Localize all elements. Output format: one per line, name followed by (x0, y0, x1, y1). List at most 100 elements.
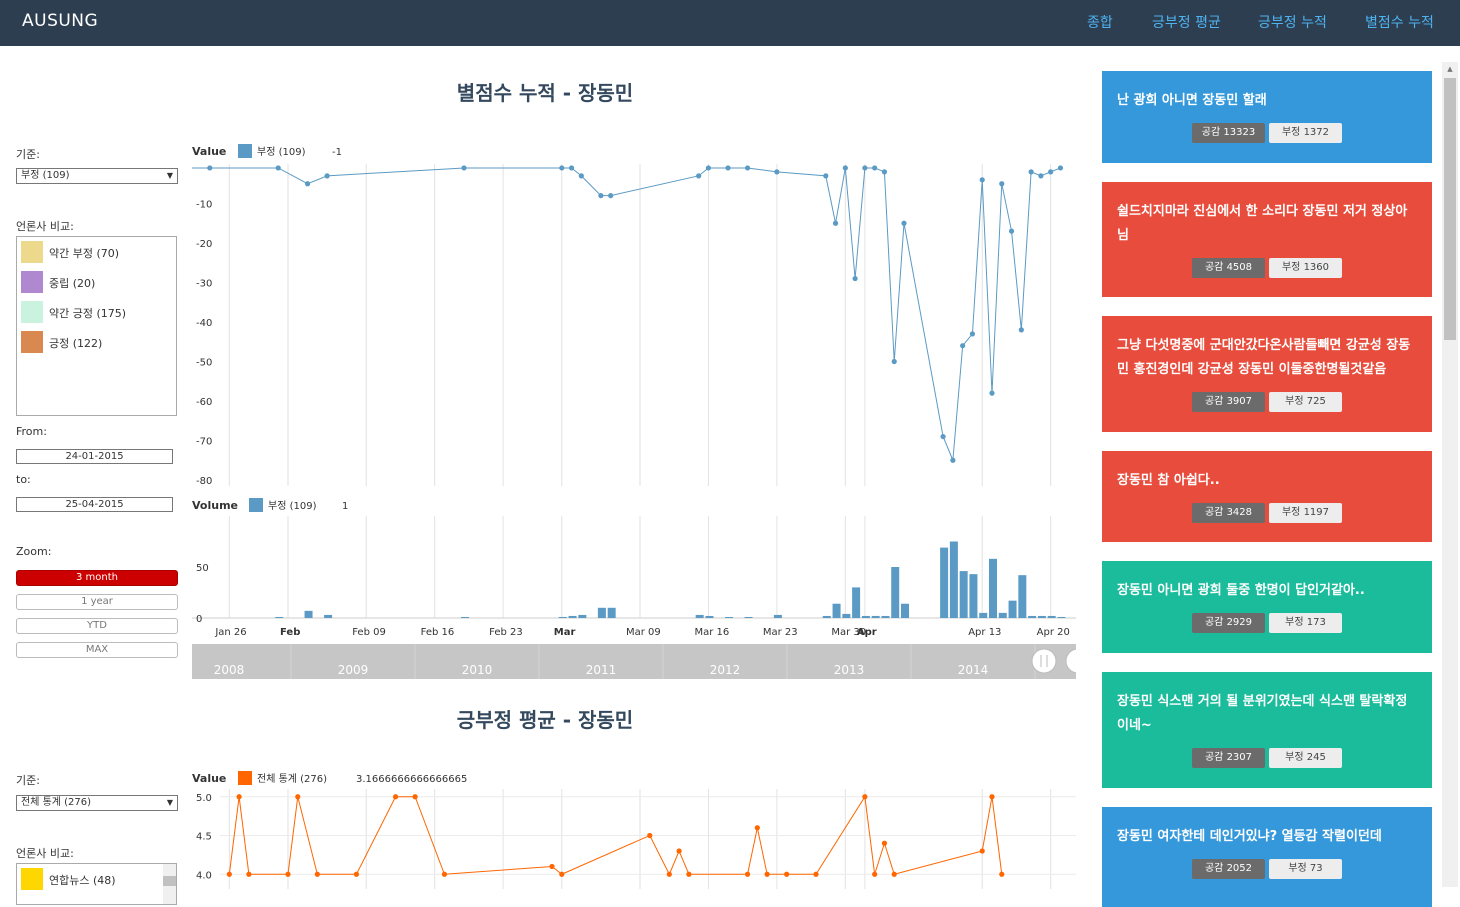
panel1-basis-select[interactable]: 부정 (109) ▼ (16, 168, 178, 184)
avg-point[interactable] (813, 871, 819, 877)
avg-point[interactable] (549, 863, 555, 870)
panel1-compare-list[interactable]: 약간 부정 (70) 중립 (20) 약간 긍정 (175) 긍정 (122) (16, 236, 177, 416)
volume-bar[interactable] (998, 612, 1007, 618)
value-point[interactable] (999, 181, 1005, 187)
volume-bar[interactable] (1018, 575, 1027, 618)
navigator[interactable]: 2008 2009 2010 2011 2012 2013 2014 (192, 644, 1076, 679)
avg-point[interactable] (999, 871, 1005, 877)
avg-point[interactable] (862, 794, 868, 800)
volume-bar[interactable] (275, 616, 284, 618)
value-point[interactable] (969, 331, 976, 337)
volume-bar[interactable] (1047, 615, 1056, 618)
volume-bar[interactable] (1037, 615, 1046, 618)
volume-bar[interactable] (1008, 600, 1017, 618)
volume-bar[interactable] (949, 541, 958, 619)
volume-bar[interactable] (969, 574, 978, 618)
volume-bar[interactable] (871, 615, 880, 618)
listbox-scroll-thumb[interactable] (163, 876, 176, 886)
value-point[interactable] (940, 433, 946, 440)
value-point[interactable] (559, 165, 565, 171)
comment-card[interactable]: 장동민 여자한테 데인거있냐? 열등감 작렬이던데 공감 2052 부정 73 (1102, 807, 1432, 907)
scroll-up-icon[interactable]: ▲ (1447, 65, 1453, 73)
like-count-badge[interactable]: 공감 2052 (1192, 859, 1265, 879)
negative-count-badge[interactable]: 부정 1197 (1269, 503, 1342, 523)
avg-point[interactable] (891, 871, 897, 877)
avg-legend-series[interactable]: 전체 통계 (276) (257, 773, 327, 785)
value-point[interactable] (275, 165, 281, 171)
like-count-badge[interactable]: 공감 3428 (1192, 503, 1265, 523)
value-point[interactable] (744, 165, 751, 171)
volume-bar[interactable] (324, 614, 333, 618)
avg-point[interactable] (353, 871, 360, 877)
volume-bar[interactable] (979, 612, 988, 618)
value-point[interactable] (823, 173, 829, 179)
volume-bar[interactable] (822, 615, 831, 618)
value-point[interactable] (304, 181, 311, 187)
volume-bar[interactable] (832, 603, 841, 618)
nav-link-star-cumulative[interactable]: 별점수 누적 (1365, 15, 1434, 31)
volume-bar[interactable] (891, 567, 900, 618)
value-point[interactable] (901, 220, 907, 226)
avg-point[interactable] (236, 794, 242, 800)
panel2-compare-list[interactable]: 연합뉴스 (48) (16, 863, 177, 905)
value-point[interactable] (881, 169, 888, 175)
listbox-scrollbar[interactable] (163, 864, 176, 904)
volume-bar[interactable] (881, 615, 890, 618)
value-legend-series[interactable]: 부정 (109) (257, 146, 306, 158)
value-point[interactable] (989, 390, 995, 396)
negative-count-badge[interactable]: 부정 725 (1269, 392, 1342, 412)
avg-point[interactable] (686, 871, 692, 877)
comment-card[interactable]: 난 광희 아니면 장동민 할래 공감 13323 부정 1372 (1102, 71, 1432, 163)
zoom-ytd-button[interactable]: YTD (16, 618, 178, 634)
avg-point[interactable] (412, 794, 418, 800)
like-count-badge[interactable]: 공감 2307 (1192, 748, 1265, 768)
volume-bar[interactable] (597, 607, 606, 618)
volume-bar[interactable] (940, 547, 949, 618)
negative-count-badge[interactable]: 부정 245 (1269, 748, 1342, 768)
avg-point[interactable] (666, 871, 672, 877)
value-point[interactable] (842, 165, 848, 171)
zoom-max-button[interactable]: MAX (16, 642, 178, 658)
avg-point[interactable] (744, 871, 751, 877)
volume-bar[interactable] (558, 616, 567, 618)
avg-point[interactable] (295, 794, 301, 800)
value-point[interactable] (598, 193, 604, 199)
to-date-input[interactable]: 25-04-2015 (16, 497, 173, 512)
value-point[interactable] (1038, 173, 1044, 179)
value-point[interactable] (696, 173, 702, 179)
value-point[interactable] (891, 358, 897, 365)
avg-point[interactable] (392, 794, 399, 800)
avg-point[interactable] (285, 871, 291, 877)
avg-point[interactable] (989, 794, 995, 800)
negative-count-badge[interactable]: 부정 1372 (1269, 123, 1342, 143)
value-point[interactable] (568, 165, 575, 171)
like-count-badge[interactable]: 공감 13323 (1192, 123, 1265, 143)
volume-bar[interactable] (461, 616, 469, 618)
value-point[interactable] (979, 177, 985, 183)
avg-point[interactable] (979, 848, 985, 854)
volume-bar[interactable] (725, 616, 733, 618)
value-point[interactable] (578, 173, 584, 179)
like-count-badge[interactable]: 공감 3907 (1192, 392, 1265, 412)
avg-point[interactable] (676, 848, 682, 854)
value-point[interactable] (872, 165, 878, 171)
comment-card[interactable]: 쉴드치지마라 진심에서 한 소리다 장동민 저거 정상아님 공감 4508 부정 1… (1102, 182, 1432, 297)
volume-bar[interactable] (578, 614, 587, 618)
avg-point[interactable] (647, 832, 653, 839)
value-point[interactable] (950, 457, 956, 463)
nav-link-overview[interactable]: 종합 (1087, 15, 1113, 31)
volume-bar[interactable] (304, 610, 313, 618)
volume-bar[interactable] (744, 616, 753, 618)
comment-card[interactable]: 그냥 다섯명중에 군대안갔다온사람들빼면 강균성 장동민 홍진경인데 강균성 장… (1102, 316, 1432, 432)
zoom-1-year-button[interactable]: 1 year (16, 594, 178, 610)
value-point[interactable] (960, 343, 966, 349)
page-scroll-thumb[interactable] (1444, 78, 1456, 340)
volume-legend-series[interactable]: 부정 (109) (268, 500, 317, 512)
like-count-badge[interactable]: 공감 2929 (1192, 613, 1265, 633)
avg-point[interactable] (226, 871, 232, 877)
negative-count-badge[interactable]: 부정 173 (1269, 613, 1342, 633)
volume-bar[interactable] (959, 571, 968, 618)
avg-point[interactable] (246, 871, 252, 877)
from-date-input[interactable]: 24-01-2015 (16, 449, 173, 464)
value-point[interactable] (1057, 165, 1064, 171)
